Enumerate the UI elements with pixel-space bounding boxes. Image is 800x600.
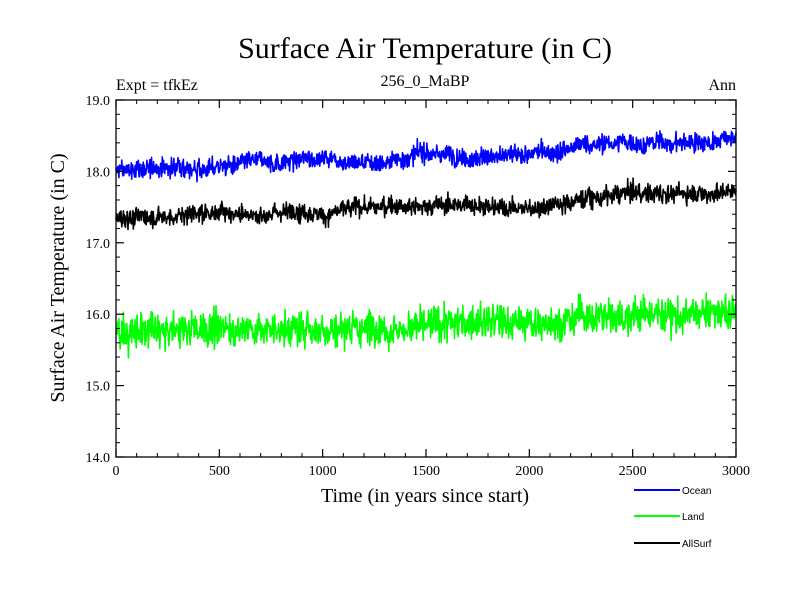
y-tick-label: 17.0 <box>86 237 111 252</box>
x-tick-label: 2000 <box>515 464 543 479</box>
series-line-allsurf <box>115 177 737 231</box>
legend-label-allsurf: AllSurf <box>682 539 712 550</box>
y-tick-label: 18.0 <box>86 165 111 180</box>
axes-layer: 0 500 1000 1500 2000 2500 3000 14.0 15.0 16.0 17.0… <box>86 94 751 479</box>
x-tick-label: 1000 <box>309 464 337 479</box>
x-tick-label: 3000 <box>722 464 750 479</box>
x-tick-label: 500 <box>209 464 230 479</box>
season-label: Ann <box>708 77 736 94</box>
x-tick-label: 0 <box>113 464 120 479</box>
experiment-label: Expt = tfkEz <box>116 77 198 94</box>
y-tick-label: 19.0 <box>86 94 111 109</box>
y-axis-label: Surface Air Temperature (in C) <box>47 153 69 402</box>
legend-label-ocean: Ocean <box>682 486 711 497</box>
legend: Ocean Land AllSurf <box>634 486 712 550</box>
y-tick-label: 16.0 <box>86 308 111 323</box>
series-line-land <box>115 292 737 359</box>
x-axis-label: Time (in years since start) <box>321 485 529 507</box>
period-label: 256_0_MaBP <box>381 73 470 90</box>
series-line-ocean <box>115 129 737 183</box>
x-tick-label: 1500 <box>412 464 440 479</box>
y-tick-label: 15.0 <box>86 380 111 395</box>
chart-title: Surface Air Temperature (in C) <box>238 32 612 65</box>
legend-label-land: Land <box>682 512 704 523</box>
x-tick-label: 2500 <box>619 464 647 479</box>
y-tick-label: 14.0 <box>86 451 111 466</box>
series-layer <box>115 129 737 359</box>
